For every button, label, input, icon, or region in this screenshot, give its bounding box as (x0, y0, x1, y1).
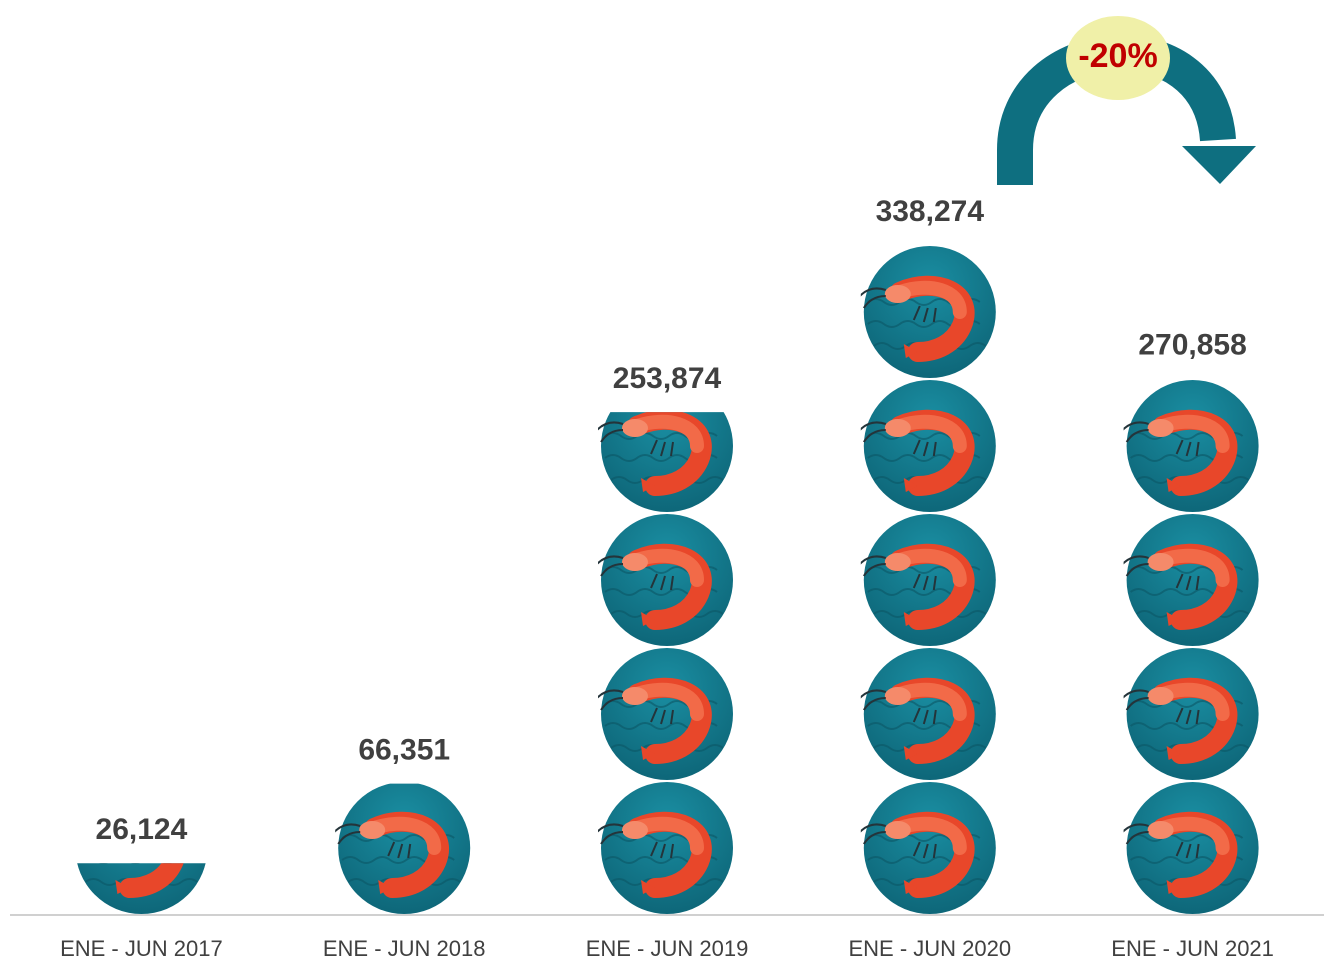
shrimp-icon (860, 246, 996, 378)
x-tick-label: ENE - JUN 2019 (586, 936, 749, 961)
shrimp-icon (334, 782, 470, 914)
value-label: 66,351 (358, 734, 450, 767)
shrimp-icon (597, 648, 733, 780)
value-label: 253,874 (613, 362, 722, 395)
change-label: -20% (1078, 37, 1157, 75)
shrimp-icon (597, 782, 733, 914)
shrimp-icon (1123, 380, 1259, 512)
bar (71, 782, 207, 914)
shrimp-icon (860, 782, 996, 914)
bar (860, 246, 996, 914)
bar (334, 782, 470, 914)
shrimp-icon (860, 514, 996, 646)
shrimp-icon (860, 380, 996, 512)
value-label: 338,274 (876, 195, 985, 228)
change-arrow (997, 16, 1256, 185)
x-tick-label: ENE - JUN 2021 (1111, 936, 1274, 961)
shrimp-icon (1123, 648, 1259, 780)
shrimp-icon (860, 648, 996, 780)
shrimp-icon (597, 514, 733, 646)
value-label: 26,124 (96, 813, 188, 846)
x-tick-label: ENE - JUN 2020 (848, 936, 1011, 961)
x-tick-label: ENE - JUN 2017 (60, 936, 223, 961)
value-label: 270,858 (1138, 328, 1246, 361)
bar (597, 380, 733, 914)
x-tick-label: ENE - JUN 2018 (323, 936, 486, 961)
shrimp-icon (71, 782, 207, 914)
shrimp-icon (1123, 782, 1259, 914)
shrimp-icon (597, 380, 733, 512)
shrimp-icon (1123, 514, 1259, 646)
